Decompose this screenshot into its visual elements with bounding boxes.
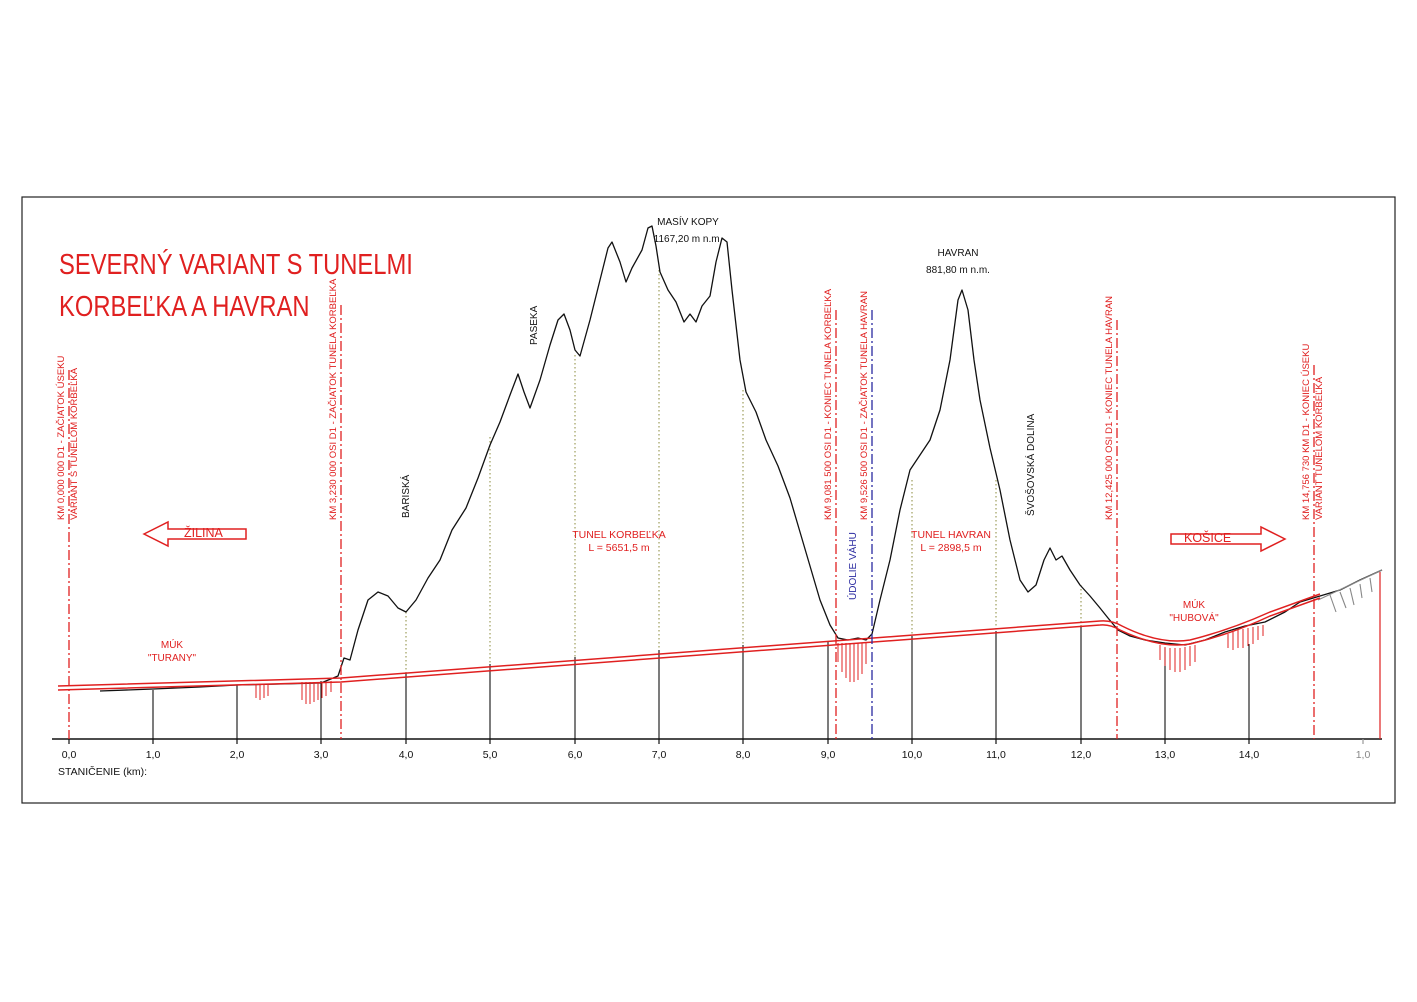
axis-tick-label: 11,0	[986, 749, 1006, 761]
road-alignment	[57, 593, 1321, 691]
axis-tick-label: 14,0	[1239, 749, 1260, 761]
tunnel-korbelka-name: TUNEL KORBEĽKA	[572, 529, 666, 541]
axis-tick-label: 1,0	[1356, 749, 1371, 761]
axis-tick-label: 0,0	[62, 749, 77, 761]
embankment-hatch	[1329, 577, 1373, 613]
title-line-1: SEVERNÝ VARIANT S TUNELMI	[59, 248, 413, 281]
hubova-piles	[1227, 625, 1264, 650]
chainage-havran-end-label: KM 12,425 000 OSI D1 - KONIEC TUNELA HAV…	[1104, 296, 1115, 520]
axis-ticks	[68, 739, 1364, 744]
arrow-zilina: ŽILINA	[142, 520, 247, 548]
bridge-hubova-label-2: "HUBOVÁ"	[1169, 611, 1219, 624]
road-line-upper	[57, 593, 1321, 687]
chainage-korbelka-end-label: KM 9,081 500 OSI D1 - KONIEC TUNELA KORB…	[823, 288, 834, 520]
tunnel-korbelka-length: L = 5651,5 m	[588, 542, 649, 554]
end-embankment	[1317, 569, 1383, 613]
chainage-start-label-1: KM 0,000 000 D1 - ZAČIATOK ÚSEKU	[56, 355, 67, 520]
section-boundaries	[68, 305, 1315, 739]
hubova-piles	[1159, 645, 1196, 672]
chainage-havran-start-label: KM 9,526 500 OSI D1 - ZAČIATOK TUNELA HA…	[859, 291, 870, 520]
chainage-korbelka-start-label: KM 3,230 000 OSI D1 - ZAČIATOK TUNELA KO…	[328, 278, 339, 520]
axis-tick-label: 12,0	[1071, 749, 1092, 761]
axis-tick-label: 6,0	[568, 749, 583, 761]
bridge-turany-label-1: MÚK	[161, 638, 184, 651]
terrain-projection-lines	[405, 270, 1082, 673]
axis-tick-label: 9,0	[821, 749, 836, 761]
arrow-left-shape	[142, 520, 247, 548]
axis-tick-label: 7,0	[652, 749, 667, 761]
axis-tick-label: 10,0	[902, 749, 923, 761]
axis-tick-label: 13,0	[1155, 749, 1176, 761]
bridge-turany-label-2: "TURANY"	[148, 653, 197, 664]
place-paseka: PASEKA	[529, 305, 540, 345]
road-line-lower	[57, 597, 1321, 691]
turany-piles	[301, 681, 332, 704]
axis-tick-label: 3,0	[314, 749, 329, 761]
place-svosovska: ŠVOŠOVSKÁ DOLINA	[1024, 413, 1037, 516]
turany-piles	[255, 684, 269, 700]
peak-havran-name: HAVRAN	[938, 248, 979, 259]
place-bariska: BARISKÁ	[399, 474, 412, 518]
arrow-right-shape	[1170, 525, 1287, 553]
peak-kopy-altitude: 1167,20 m n.m.	[654, 234, 723, 245]
axis-tick-label: 4,0	[399, 749, 414, 761]
axis-tick-label: 5,0	[483, 749, 498, 761]
axis-tick-label: 8,0	[736, 749, 751, 761]
drawing-frame	[21, 196, 1396, 804]
chainage-end-label-2: VARIANT TUNELOM KORBEĽKA	[1314, 376, 1325, 520]
title-line-2: KORBEĽKA A HAVRAN	[59, 290, 310, 323]
tunnel-havran-name: TUNEL HAVRAN	[911, 529, 991, 541]
vah-bridge-piles	[837, 643, 867, 682]
direction-left-label: ŽILINA	[184, 525, 224, 540]
bridge-piles	[255, 625, 1264, 704]
tunnel-havran-length: L = 2898,5 m	[920, 542, 981, 554]
place-udolie-vahu: ÚDOLIE VÁHU	[846, 532, 859, 600]
bridge-hubova-label-1: MÚK	[1183, 598, 1206, 611]
station-lines	[152, 626, 1250, 739]
chainage-start-label-2: VARIANT S TUNELOM KORBEĽKA	[69, 367, 80, 520]
embankment-edge	[1317, 569, 1383, 601]
axis-label: STANIČENIE (km):	[58, 765, 147, 778]
chainage-end-label-1: KM 14,756 730 KM D1 - KONIEC ÚSEKU	[1301, 344, 1312, 520]
peak-kopy-name: MASÍV KOPY	[657, 215, 719, 228]
peak-havran-altitude: 881,80 m n.m.	[926, 265, 990, 276]
axis-tick-label: 1,0	[146, 749, 161, 761]
arrow-kosice: KOŠICE	[1170, 525, 1287, 553]
axis-tick-label: 2,0	[230, 749, 245, 761]
direction-right-label: KOŠICE	[1184, 530, 1231, 545]
terrain-profile	[99, 225, 1383, 692]
